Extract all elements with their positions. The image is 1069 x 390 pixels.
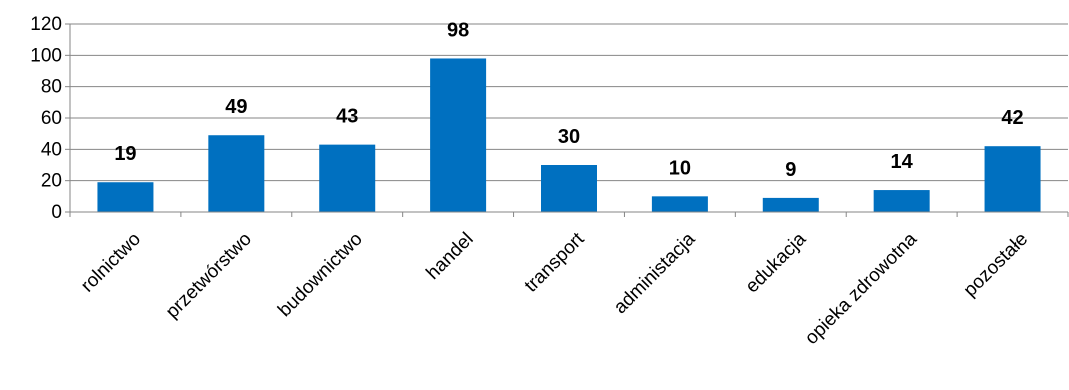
category-label: przetwórstwo — [162, 229, 256, 323]
category-label: opieka zdrowotna — [801, 228, 921, 348]
bar — [97, 182, 154, 212]
bar — [319, 144, 376, 212]
category-label: rolnictwo — [77, 229, 145, 297]
y-tick-label: 20 — [41, 171, 62, 192]
data-label: 49 — [225, 96, 247, 118]
x-axis-category-labels: rolnictwo przetwórstwo budownictwo handel tr… — [77, 228, 1032, 349]
bar — [984, 146, 1041, 212]
data-labels: 19 49 43 98 30 10 9 14 42 — [114, 19, 1023, 180]
bar — [873, 190, 930, 212]
data-label: 43 — [336, 106, 358, 128]
category-label: administacja — [610, 228, 700, 318]
y-tick-label: 80 — [41, 77, 62, 98]
bar — [430, 58, 487, 212]
bar — [541, 165, 597, 212]
bar — [651, 196, 708, 212]
y-tick-label: 0 — [51, 202, 62, 223]
category-label: edukacja — [742, 228, 811, 297]
data-label: 14 — [891, 151, 914, 173]
axes — [65, 23, 1069, 217]
category-label: transport — [521, 228, 589, 296]
category-label: handel — [422, 229, 477, 284]
y-tick-label: 60 — [41, 108, 62, 129]
category-label: pozostałe — [960, 229, 1032, 301]
bars — [97, 58, 1041, 212]
y-axis-tick-labels: 0 20 40 60 80 100 120 — [30, 14, 62, 223]
bar — [762, 197, 819, 212]
bar — [208, 135, 265, 212]
data-label: 10 — [669, 157, 691, 179]
y-tick-label: 120 — [30, 14, 62, 35]
data-label: 42 — [1001, 107, 1023, 129]
y-tick-label: 100 — [30, 45, 62, 66]
data-label: 30 — [558, 126, 580, 148]
data-label: 9 — [785, 159, 796, 181]
category-label: budownictwo — [274, 229, 367, 322]
y-tick-label: 40 — [41, 139, 62, 160]
data-label: 19 — [114, 143, 136, 165]
data-label: 98 — [447, 19, 469, 41]
